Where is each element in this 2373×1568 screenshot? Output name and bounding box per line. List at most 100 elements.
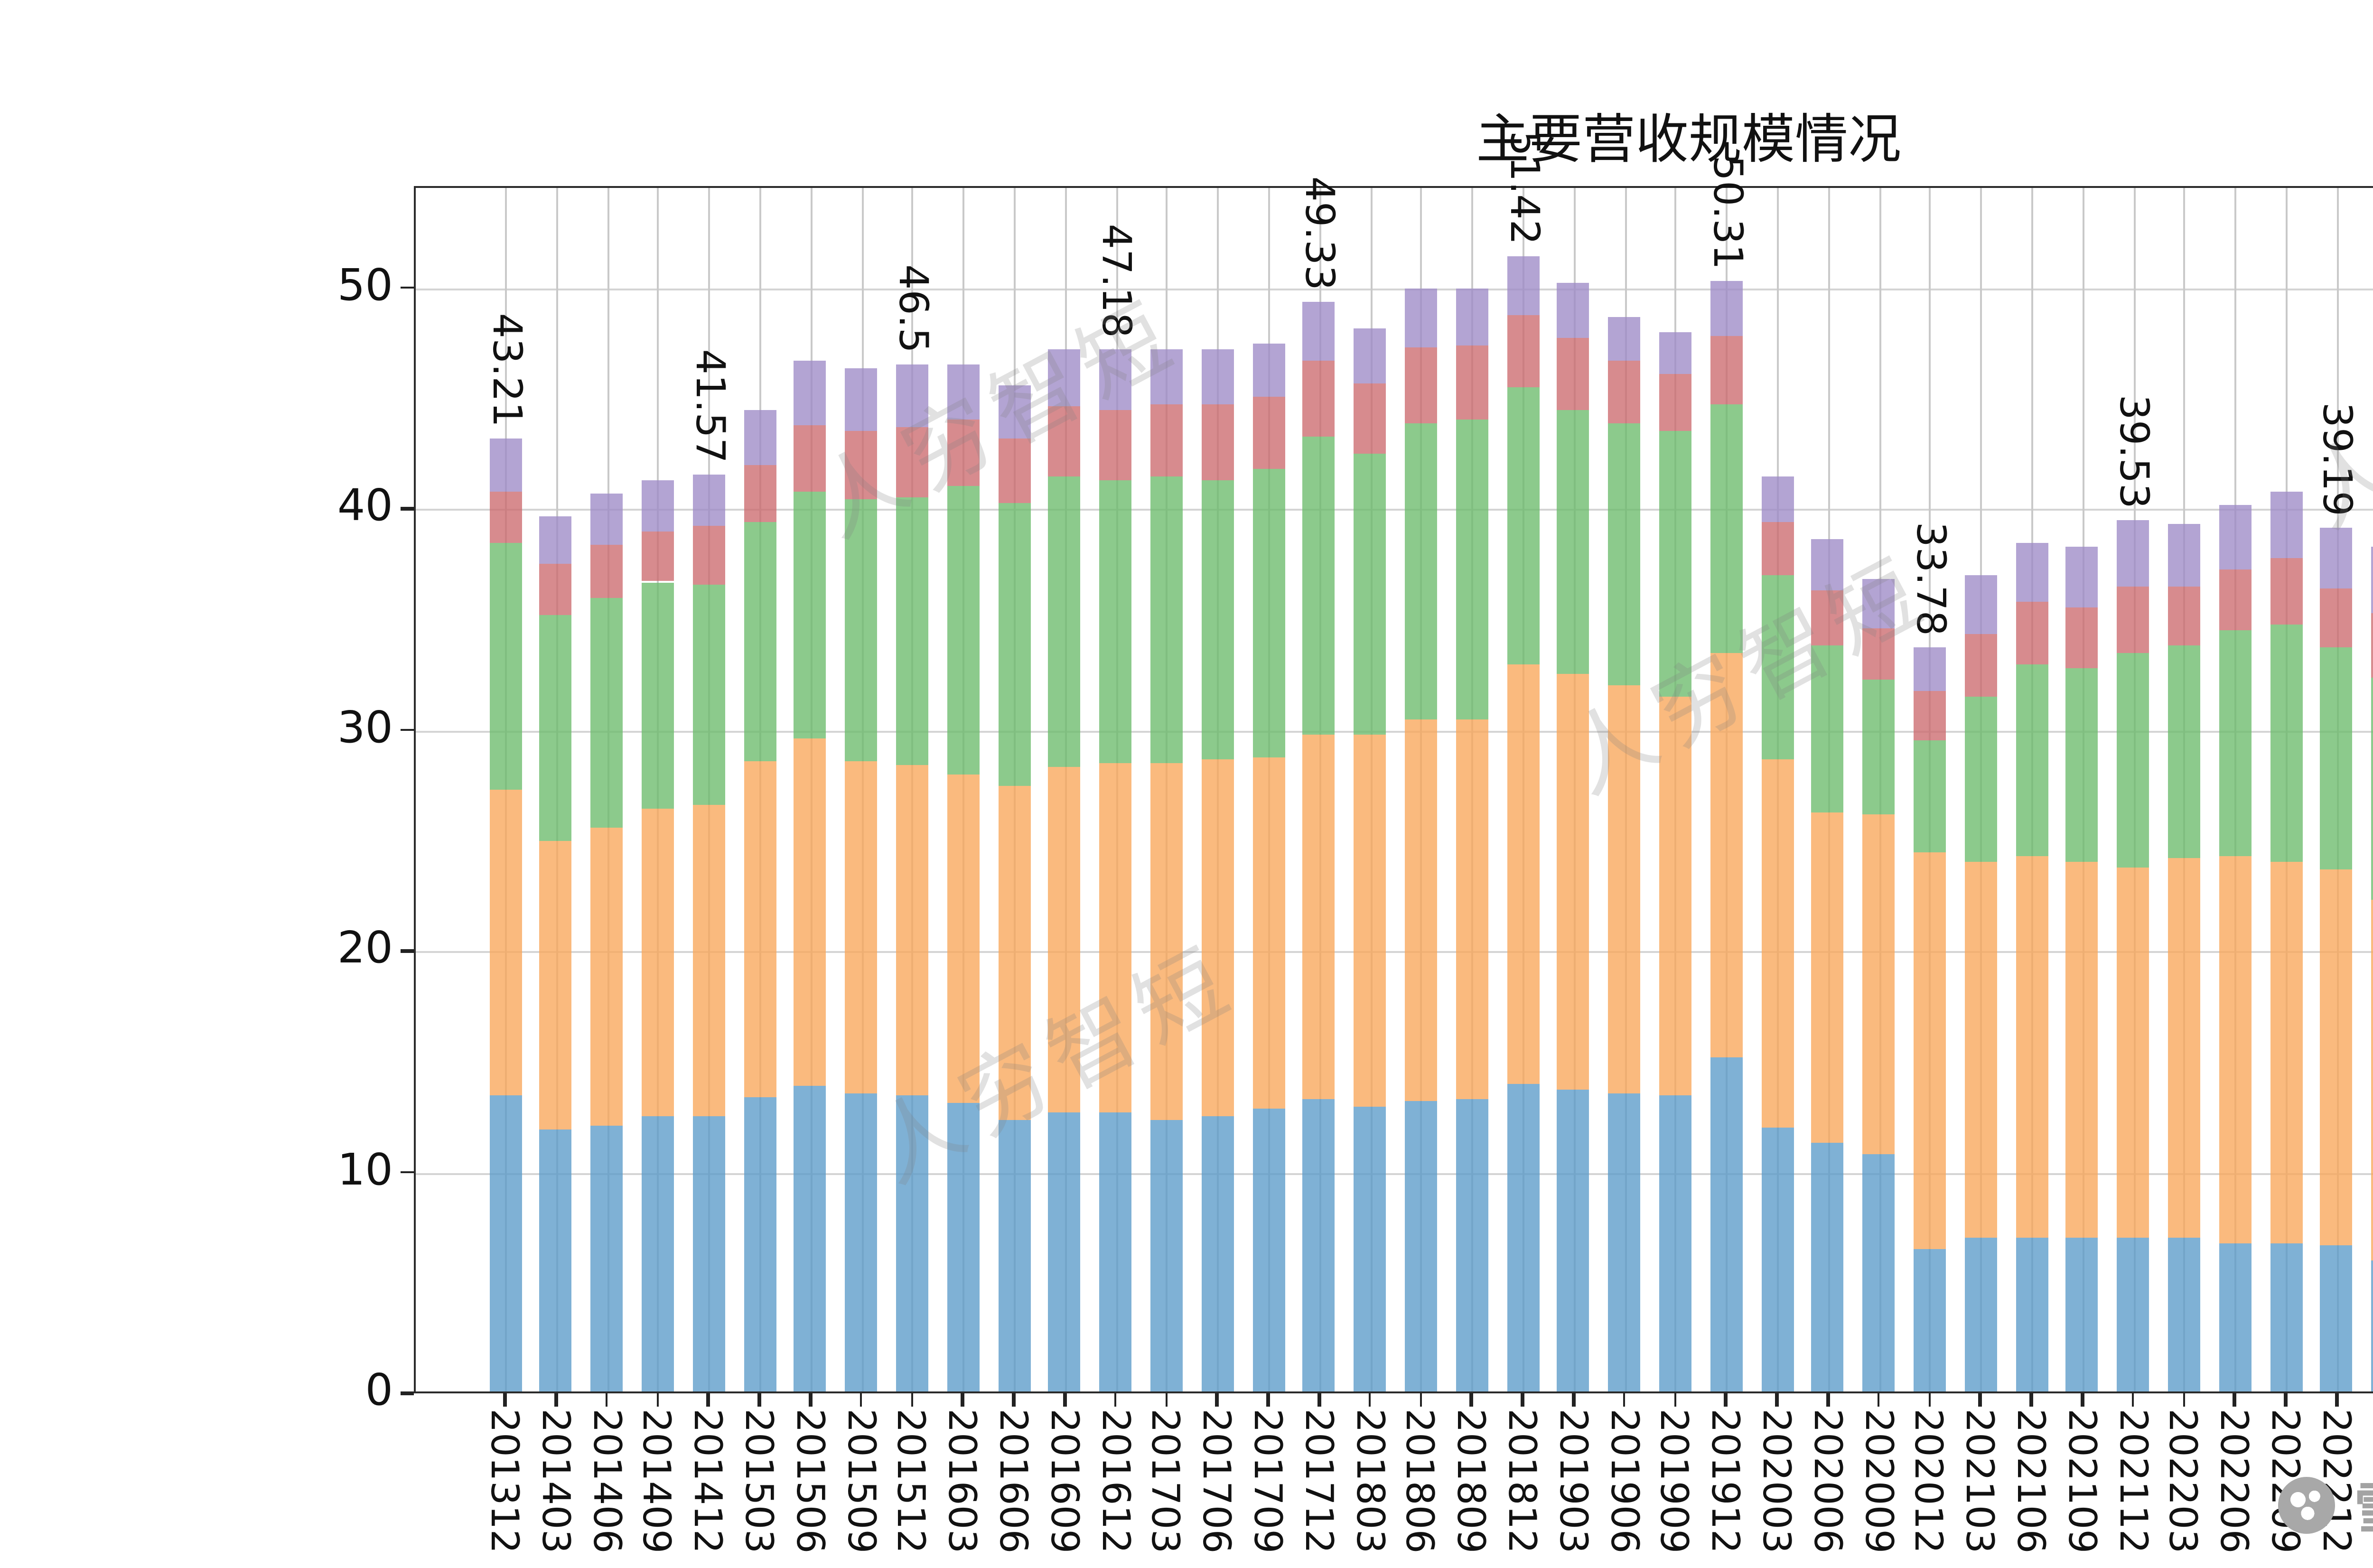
bar-segment	[1608, 686, 1641, 1093]
x-tick-mark	[1317, 1393, 1321, 1407]
bar-segment	[946, 486, 979, 775]
x-tick-label: 202006	[1805, 1409, 1851, 1554]
bar-segment	[1150, 349, 1183, 405]
bar-segment	[489, 790, 521, 1095]
bar-segment	[743, 1097, 775, 1393]
bar-segment	[1964, 575, 1997, 635]
bar-segment	[845, 1092, 878, 1393]
x-tick-label: 201906	[1601, 1409, 1647, 1554]
bar-segment	[794, 361, 827, 425]
bar-segment	[2218, 504, 2251, 569]
x-tick-mark	[1877, 1393, 1880, 1407]
plot-frame	[414, 186, 2373, 1393]
x-tick-mark	[1775, 1393, 1778, 1407]
x-tick-label: 201803	[1347, 1409, 1393, 1554]
x-tick-label: 201506	[787, 1409, 833, 1554]
bar-segment	[743, 522, 775, 761]
total-annotation: 33.78	[1907, 521, 1953, 635]
y-tick-label: 10	[337, 1146, 393, 1195]
x-tick-label: 201712	[1296, 1409, 1342, 1554]
x-tick-label: 201403	[533, 1409, 579, 1554]
x-tick-mark	[554, 1393, 558, 1407]
bar-segment	[1659, 374, 1691, 432]
bar-segment	[2167, 586, 2200, 646]
bar-segment	[1354, 383, 1386, 454]
bar-segment	[1862, 814, 1895, 1155]
bar-segment	[489, 1094, 521, 1393]
bar-segment	[1710, 336, 1742, 405]
bar-segment	[2066, 1238, 2099, 1393]
bar-segment	[743, 465, 775, 523]
y-tick-mark	[401, 1171, 414, 1174]
total-annotation: 47.18	[1093, 224, 1140, 339]
bar-segment	[1252, 396, 1284, 469]
bar-segment	[1455, 1099, 1488, 1393]
bar-segment	[1150, 405, 1183, 476]
bar-segment	[2117, 653, 2149, 867]
x-tick-label: 201512	[889, 1409, 935, 1554]
bar-segment	[1506, 1083, 1539, 1393]
bar-segment	[692, 526, 725, 584]
footer-brand: 雪球	[2354, 1465, 2373, 1545]
bar-segment	[2117, 519, 2149, 587]
bar-segment	[540, 1130, 572, 1393]
bar-segment	[794, 738, 827, 1086]
x-tick-label: 201909	[1652, 1409, 1698, 1554]
bar-segment	[794, 1086, 827, 1393]
bar-segment	[1252, 1108, 1284, 1393]
x-tick-mark	[1063, 1393, 1066, 1407]
bar-segment	[1710, 1057, 1742, 1393]
bar-segment	[2371, 1260, 2373, 1393]
bar-segment	[1354, 1106, 1386, 1393]
bar-segment	[845, 500, 878, 761]
bar-segment	[1913, 851, 1946, 1250]
bar-segment	[1557, 409, 1590, 675]
x-tick-mark	[2335, 1393, 2338, 1407]
bar-segment	[2167, 646, 2200, 859]
total-annotation: 43.21	[483, 312, 529, 427]
bar-segment	[1506, 387, 1539, 664]
bar-segment	[1048, 476, 1081, 768]
bar-segment	[743, 761, 775, 1097]
bar-segment	[1303, 734, 1336, 1100]
bar-segment	[794, 425, 827, 491]
x-tick-mark	[1012, 1393, 1015, 1407]
bar-segment	[946, 365, 979, 420]
bar-segment	[896, 365, 928, 427]
bar-segment	[540, 615, 572, 841]
bar-segment	[1964, 862, 1997, 1239]
gridline-h	[416, 288, 2373, 290]
bar-segment	[1710, 280, 1742, 336]
x-tick-mark	[2081, 1393, 2084, 1407]
x-tick-mark	[2233, 1393, 2236, 1407]
bar-segment	[1099, 1112, 1132, 1393]
x-tick-mark	[1470, 1393, 1473, 1407]
bar-segment	[1404, 1101, 1437, 1393]
bar-segment	[1812, 1143, 1844, 1393]
y-tick-mark	[401, 507, 414, 511]
bar-segment	[590, 597, 623, 828]
total-annotation: 50.31	[1704, 155, 1750, 270]
x-tick-mark	[1826, 1393, 1830, 1407]
total-annotation: 49.33	[1297, 177, 1343, 291]
x-tick-label: 202203	[2161, 1409, 2207, 1554]
x-tick-mark	[1267, 1393, 1270, 1407]
x-tick-label: 201503	[737, 1409, 782, 1554]
bar-segment	[1608, 316, 1641, 361]
x-tick-label: 201312	[482, 1409, 528, 1554]
bar-segment	[1354, 327, 1386, 383]
bar-segment	[1354, 453, 1386, 735]
bar-segment	[1812, 812, 1844, 1144]
bar-segment	[2066, 608, 2099, 668]
bar-segment	[540, 515, 572, 564]
x-tick-label: 201903	[1551, 1409, 1597, 1554]
x-tick-mark	[961, 1393, 964, 1407]
total-annotation: 46.5	[890, 265, 936, 354]
bar-segment	[1201, 758, 1233, 1117]
bar-segment	[1812, 540, 1844, 591]
bar-segment	[590, 493, 623, 544]
bar-segment	[2015, 601, 2047, 664]
bar-segment	[946, 774, 979, 1104]
bar-segment	[641, 531, 674, 582]
